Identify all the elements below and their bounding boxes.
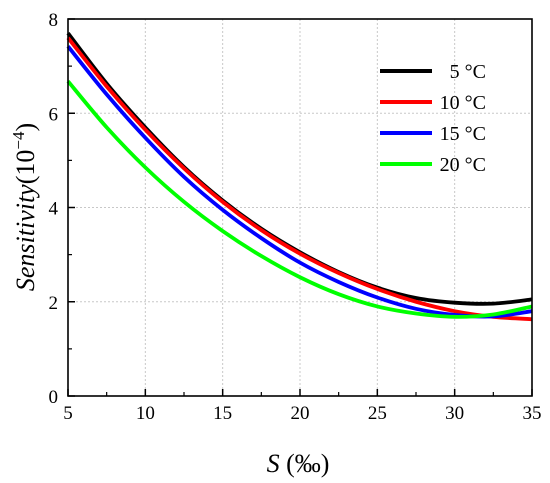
series-layer	[66, 31, 533, 322]
x-tick-label: 5	[63, 403, 73, 424]
legend-label-3: 20 °C	[440, 154, 486, 176]
y-tick-label: 4	[49, 199, 59, 220]
x-tick-label: 10	[136, 403, 155, 424]
series-line-1	[66, 36, 533, 322]
y-axis-exponent: −4	[9, 131, 28, 150]
y-tick-label: 0	[49, 387, 59, 408]
legend: 5 °C 10 °C 15 °C 20 °C	[380, 61, 486, 176]
y-tick-label: 8	[49, 10, 59, 31]
x-tick-label: 25	[368, 403, 387, 424]
x-tick-label: 30	[445, 403, 464, 424]
legend-label-0: 5 °C	[450, 61, 486, 83]
x-axis-variable: S	[267, 449, 280, 478]
x-tick-label: 15	[213, 403, 232, 424]
x-tick-label: 35	[523, 403, 542, 424]
legend-label-2: 15 °C	[440, 123, 486, 145]
series-line-3	[66, 79, 533, 319]
tick-labels: 5 10 15 20 25 30 35 0 2 4 6 8	[49, 10, 542, 424]
x-axis-title: S (‰)	[267, 449, 330, 478]
axis-ticks	[67, 18, 533, 397]
y-axis-title: Sensitivity(10−4)	[9, 123, 40, 291]
y-axis-variable: Sensitivity	[11, 184, 40, 291]
y-tick-label: 6	[49, 104, 59, 125]
y-tick-label: 2	[49, 293, 59, 314]
x-tick-label: 20	[291, 403, 310, 424]
y-axis-unit-close: )	[11, 123, 40, 132]
legend-label-1: 10 °C	[440, 92, 486, 114]
y-axis-unit: (10	[11, 150, 40, 185]
x-axis-unit: (‰)	[280, 449, 330, 478]
